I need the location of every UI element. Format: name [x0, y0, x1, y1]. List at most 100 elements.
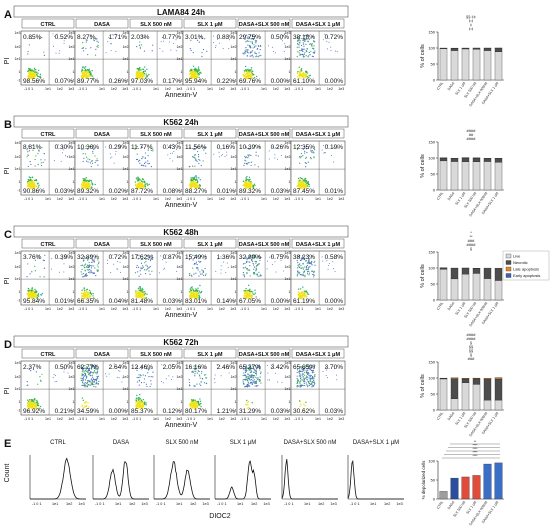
flow-event [254, 39, 256, 41]
x-tick-label: 1e2 [57, 307, 63, 311]
panel-letter: C [4, 229, 12, 241]
flow-event [201, 378, 204, 380]
flow-event [299, 375, 301, 377]
condition-label: SLX 1 μM [197, 22, 223, 28]
bar-y-tick-label: 100 [428, 266, 435, 271]
flow-event [301, 181, 303, 184]
flow-event [245, 385, 247, 388]
quadrant-lr: 0.07% [55, 78, 74, 85]
flow-event [308, 382, 310, 384]
flow-event [191, 77, 194, 79]
flow-event [304, 71, 307, 73]
x-tick-label: 1e1 [207, 197, 213, 201]
flow-event [198, 370, 200, 373]
flow-event [83, 67, 86, 69]
x-tick-label: 1e2 [165, 417, 171, 421]
flow-event [32, 70, 34, 72]
flow-event [93, 383, 95, 386]
flow-event [90, 181, 93, 183]
flow-event [91, 75, 94, 77]
flow-event [37, 152, 39, 155]
flow-event [308, 55, 310, 57]
flow-event [97, 266, 99, 268]
flow-event [305, 181, 308, 183]
flow-event [259, 44, 262, 47]
bar-segment-necrotic [483, 268, 492, 279]
flow-event [226, 151, 228, 153]
flow-event [204, 267, 206, 270]
flow-event [258, 263, 260, 265]
flow-event [190, 177, 192, 179]
flow-event [139, 290, 141, 292]
flow-event [243, 290, 245, 292]
flow-event [53, 374, 55, 376]
flow-event [242, 267, 244, 269]
flow-event [244, 75, 246, 77]
flow-event [141, 76, 144, 78]
x-tick-label: -1 0 1 [186, 307, 195, 311]
y-tick-label: -1 [71, 189, 74, 193]
flow-event [244, 38, 246, 40]
flow-event [41, 36, 43, 39]
flow-event [64, 36, 66, 38]
flow-event [196, 372, 198, 374]
flow-event [94, 379, 96, 381]
flow-event [247, 157, 249, 159]
flow-event [302, 72, 305, 74]
flow-event [144, 262, 146, 264]
flow-event [140, 381, 143, 384]
y-tick-label: 1 [289, 290, 291, 294]
flow-event [197, 154, 200, 156]
flow-event [255, 380, 258, 382]
flow-event [82, 50, 85, 52]
flow-event [242, 374, 244, 377]
flow-event [312, 47, 314, 50]
y-tick-label: 1e1 [285, 387, 291, 391]
flow-event [303, 53, 305, 55]
flow-event [197, 150, 199, 153]
flow-event [300, 265, 302, 267]
flow-event [300, 379, 302, 381]
flow-event [193, 263, 195, 265]
flow-event [83, 374, 85, 376]
flow-event [194, 399, 197, 401]
flow-event [312, 375, 314, 378]
flow-event [138, 266, 140, 268]
flow-event [242, 52, 244, 54]
flow-event [97, 159, 99, 162]
flow-event [298, 265, 300, 268]
flow-event [298, 75, 301, 77]
flow-event [251, 38, 253, 40]
flow-event [140, 273, 142, 275]
y-tick-label: 1e1 [177, 277, 183, 281]
bar-y-tick-label: 50 [431, 62, 436, 67]
flow-event [302, 43, 305, 45]
flow-event [214, 381, 216, 383]
bar-segment-necrotic [450, 268, 459, 280]
flow-event [141, 182, 144, 184]
flow-event [246, 292, 249, 295]
flow-event [92, 295, 94, 297]
quadrant-ul: 62.77% [77, 364, 99, 371]
flow-event [139, 179, 142, 181]
flow-event [94, 267, 96, 269]
flow-event [225, 36, 227, 38]
flow-event [254, 35, 256, 37]
flow-event [93, 371, 95, 373]
bar-y-tick-label: 50 [431, 392, 436, 397]
flow-event [95, 382, 97, 384]
flow-event [34, 69, 36, 71]
flow-event [39, 276, 41, 278]
x-tick-label: 1e3 [68, 417, 74, 421]
flow-event [32, 75, 35, 77]
hist-title: SLX 500 nM [165, 440, 198, 446]
flow-event [304, 76, 307, 79]
flow-event [259, 275, 261, 277]
flow-event [34, 158, 36, 161]
flow-event [260, 45, 262, 48]
flow-event [253, 44, 255, 46]
flow-event [243, 291, 246, 293]
flow-event [267, 45, 269, 47]
flow-event [90, 47, 92, 49]
